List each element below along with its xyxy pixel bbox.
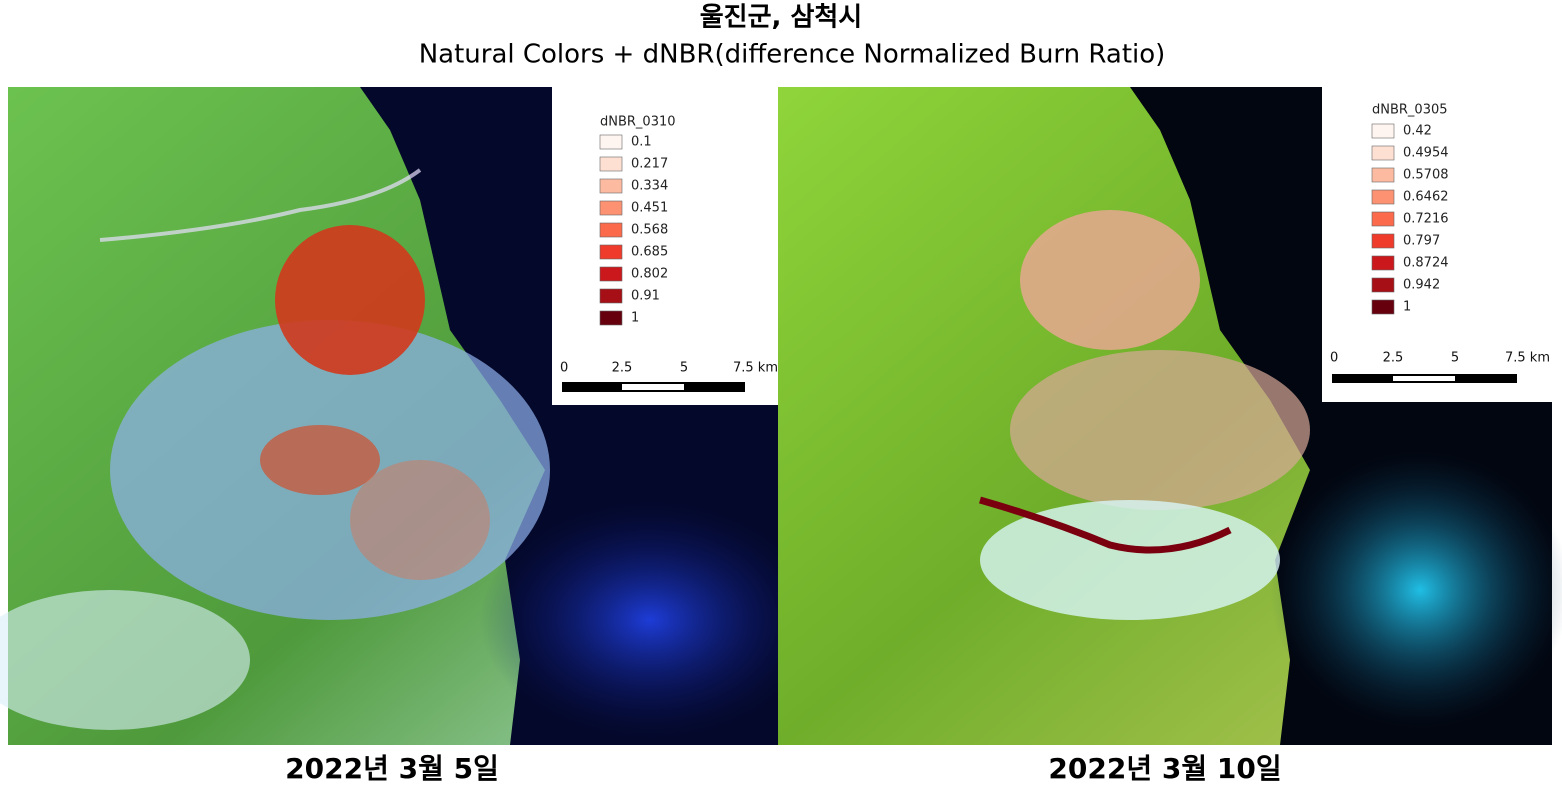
legend-swatch bbox=[599, 266, 623, 282]
caption: 2022년 3월 5일 bbox=[285, 752, 499, 785]
legend-label: 0.8724 bbox=[1403, 256, 1449, 271]
legend-swatch bbox=[1371, 211, 1395, 227]
scale-label: 5 bbox=[680, 361, 688, 376]
legend-label: 0.1 bbox=[631, 135, 652, 150]
legend-title: dNBR_0305 bbox=[1372, 103, 1448, 118]
scale-label: 7.5 km bbox=[733, 361, 778, 376]
legend-box bbox=[552, 87, 778, 405]
legend-swatch bbox=[599, 222, 623, 238]
legend-swatch bbox=[1371, 123, 1395, 139]
legend-swatch bbox=[599, 310, 623, 326]
scale-label: 5 bbox=[1451, 351, 1459, 366]
legend-swatch bbox=[1371, 299, 1395, 315]
legend-label: 0.7216 bbox=[1403, 212, 1449, 227]
scale-bar-segment bbox=[622, 384, 684, 390]
legend-label: 0.334 bbox=[631, 179, 668, 194]
legend-title: dNBR_0310 bbox=[600, 115, 676, 130]
legend-swatch bbox=[1371, 233, 1395, 249]
legend-swatch bbox=[599, 156, 623, 172]
scale-bar-segment bbox=[1393, 376, 1455, 381]
legend-swatch bbox=[1371, 277, 1395, 293]
scale-label: 0 bbox=[1330, 351, 1338, 366]
legend-swatch bbox=[1371, 145, 1395, 161]
legend-label: 0.942 bbox=[1403, 278, 1440, 293]
legend-swatch bbox=[599, 244, 623, 260]
legend-label: 0.5708 bbox=[1403, 168, 1449, 183]
legend-label: 0.568 bbox=[631, 223, 668, 238]
subtitle: Natural Colors + dNBR(difference Normali… bbox=[419, 40, 1166, 70]
legend-swatch bbox=[599, 200, 623, 216]
legend-swatch bbox=[599, 288, 623, 304]
scale-label: 2.5 bbox=[1383, 351, 1404, 366]
legend-label: 0.4954 bbox=[1403, 146, 1449, 161]
legend-label: 0.451 bbox=[631, 201, 668, 216]
legend-label: 0.685 bbox=[631, 245, 668, 260]
legend-label: 0.6462 bbox=[1403, 190, 1449, 205]
legend-label: 0.42 bbox=[1403, 124, 1432, 139]
legend-swatch bbox=[599, 178, 623, 194]
legend-swatch bbox=[1371, 189, 1395, 205]
legend-label: 0.802 bbox=[631, 267, 668, 282]
legend-label: 0.797 bbox=[1403, 234, 1440, 249]
legend-label: 0.217 bbox=[631, 157, 668, 172]
legend-label: 0.91 bbox=[631, 289, 660, 304]
legend-swatch bbox=[1371, 167, 1395, 183]
scale-label: 2.5 bbox=[612, 361, 633, 376]
legend-label: 1 bbox=[1403, 300, 1411, 315]
caption: 2022년 3월 10일 bbox=[1048, 752, 1281, 785]
scale-label: 7.5 km bbox=[1505, 351, 1550, 366]
legend-box bbox=[1322, 87, 1552, 402]
legend-label: 1 bbox=[631, 311, 639, 326]
legend-swatch bbox=[599, 134, 623, 150]
legend-swatch bbox=[1371, 255, 1395, 271]
scale-label: 0 bbox=[560, 361, 568, 376]
title: 울진군, 삼척시 bbox=[700, 3, 862, 33]
